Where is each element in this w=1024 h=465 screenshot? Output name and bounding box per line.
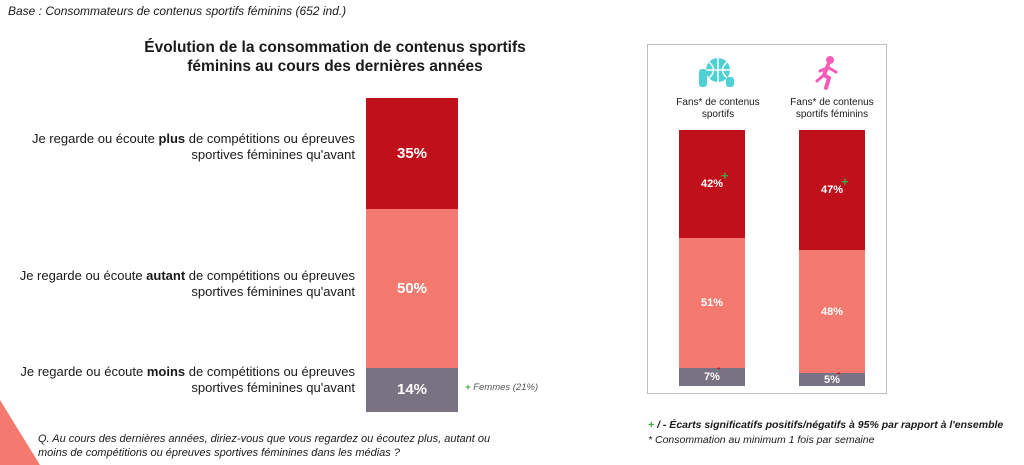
category-label-moins: Je regarde ou écoute moins de compétitio…: [20, 364, 355, 395]
data-label-autant: 50%: [396, 279, 428, 297]
data-label-moins: 14%: [396, 381, 428, 399]
bar-segment-moins: 7% -: [679, 362, 745, 386]
base-note: Base : Consommateurs de contenus sportif…: [8, 4, 347, 18]
running-woman-icon: [815, 56, 838, 90]
data-label-plus: 35%: [396, 145, 428, 162]
significance-mark: -: [837, 367, 841, 380]
data-label-autant: 51%: [700, 296, 724, 309]
chart-title: Évolution de la consommation de contenus…: [144, 39, 526, 75]
corner-decoration: [0, 400, 40, 465]
fans-women-sport-stacked-bar: 47% +48% 5% -: [799, 130, 865, 386]
fans-sport-stacked-bar: 42% +51% 7% -: [679, 130, 745, 386]
main-stacked-bar: 35% 50% 14%: [366, 98, 458, 412]
data-label-plus: 42%: [700, 177, 724, 190]
significance-mark: +: [721, 167, 729, 183]
bar-segment-moins: 5% -: [799, 367, 865, 386]
significance-legend: + / - Écarts significatifs positifs/néga…: [648, 419, 1004, 446]
data-label-moins: 7%: [704, 371, 720, 384]
category-label-plus: Je regarde ou écoute plus de compétition…: [31, 131, 355, 162]
data-label-autant: 48%: [820, 305, 844, 318]
data-label-moins: 5%: [824, 373, 840, 386]
bar-segment-plus: 35%: [366, 98, 458, 209]
bar-segment-moins: 14%: [366, 367, 458, 412]
bar-segment-plus: 42% +: [679, 130, 745, 238]
bar-segment-autant: 50%: [366, 209, 458, 368]
column-head-fans-women-sport: Fans* de contenus sportifs féminins: [790, 97, 874, 120]
women-note: + Femmes (21%): [465, 382, 539, 393]
data-label-plus: 47%: [820, 184, 844, 197]
significance-mark: -: [717, 362, 721, 375]
bar-segment-autant: 51%: [679, 237, 745, 369]
survey-question: Q. Au cours des dernières années, diriez…: [38, 433, 491, 459]
bar-segment-plus: 47% +: [799, 130, 865, 251]
bar-segment-autant: 48%: [799, 250, 865, 374]
basketball-player-icon: [699, 58, 734, 87]
column-head-fans-sport: Fans* de contenus sportifs: [676, 97, 760, 120]
category-label-autant: Je regarde ou écoute autant de compétiti…: [19, 268, 355, 299]
significance-mark: +: [841, 174, 849, 190]
